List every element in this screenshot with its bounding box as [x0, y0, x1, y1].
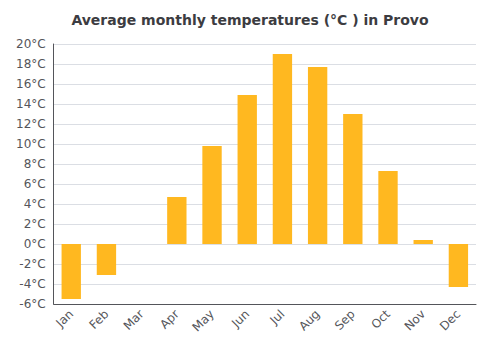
svg-text:Jan: Jan [53, 307, 77, 331]
svg-text:Oct: Oct [368, 307, 393, 332]
svg-text:Aug: Aug [296, 307, 322, 333]
svg-text:Sep: Sep [332, 307, 358, 333]
svg-text:8°C: 8°C [24, 157, 46, 171]
svg-text:May: May [190, 307, 217, 334]
svg-text:14°C: 14°C [16, 97, 46, 111]
svg-text:Jul: Jul [267, 307, 288, 328]
svg-text:4°C: 4°C [24, 197, 46, 211]
svg-text:Feb: Feb [86, 307, 111, 332]
svg-text:Apr: Apr [157, 307, 182, 332]
svg-text:12°C: 12°C [16, 117, 46, 131]
svg-text:6°C: 6°C [24, 177, 46, 191]
svg-text:0°C: 0°C [24, 237, 46, 251]
svg-text:10°C: 10°C [16, 137, 46, 151]
svg-text:Average monthly temperatures (: Average monthly temperatures (°C ) in Pr… [71, 12, 429, 28]
svg-text:18°C: 18°C [16, 57, 46, 71]
svg-text:-2°C: -2°C [19, 257, 45, 271]
svg-text:Jun: Jun [228, 307, 252, 331]
svg-text:Mar: Mar [121, 307, 147, 333]
svg-text:-6°C: -6°C [19, 297, 45, 311]
svg-text:20°C: 20°C [16, 37, 46, 51]
svg-text:-4°C: -4°C [19, 277, 45, 291]
svg-text:2°C: 2°C [24, 217, 46, 231]
svg-text:Nov: Nov [402, 307, 428, 333]
svg-text:16°C: 16°C [16, 77, 46, 91]
svg-text:Dec: Dec [437, 307, 463, 333]
